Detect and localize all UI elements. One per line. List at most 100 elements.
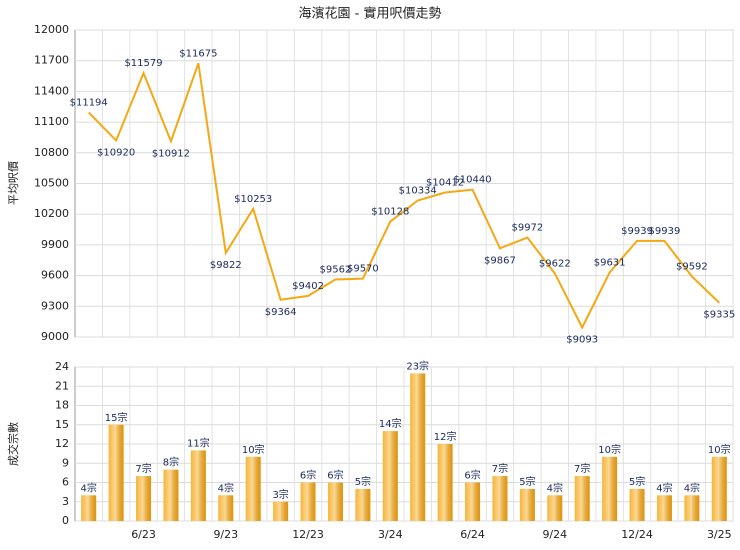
x-tick-label: 3/24 [378,528,403,541]
data-label: $9939 [621,226,653,237]
data-label: 5宗 [355,475,371,488]
bar-shine [190,450,206,521]
y-tick-label: 10200 [34,207,69,220]
data-label: 3宗 [272,488,288,501]
y-axis-label: 平均呎價 [6,161,20,205]
data-label: $9335 [703,310,735,321]
bar-shine [163,469,179,521]
y-tick-label: 12 [55,437,69,450]
data-label: $10128 [371,207,409,218]
x-tick-label: 6/23 [131,528,156,541]
bar-shine [684,495,700,521]
data-label: 12宗 [434,430,457,443]
y-tick-label: 9300 [41,299,69,312]
data-label: 4宗 [218,481,234,494]
y-tick-label: 11700 [34,54,69,67]
data-label: 7宗 [135,462,151,475]
bar-shine [410,373,426,521]
data-label: $9570 [347,264,379,275]
data-label: $10412 [426,178,464,189]
data-label: 23宗 [406,359,429,372]
data-label: 14宗 [379,417,402,430]
bar-shine [465,482,481,521]
data-label: $9622 [539,258,571,269]
y-tick-label: 18 [55,399,69,412]
x-tick-label: 6/24 [460,528,485,541]
data-label: 10宗 [598,443,621,456]
bar-shine [602,456,618,521]
y-tick-label: 3 [62,495,69,508]
bar-shine [437,444,453,521]
y-tick-label: 11400 [34,84,69,97]
y-tick-label: 9600 [41,269,69,282]
data-label: 7宗 [492,462,508,475]
chart-title: 海濱花園 - 實用呎價走勢 [299,6,442,22]
data-label: 7宗 [574,462,590,475]
data-label: $11194 [70,97,108,108]
y-tick-label: 21 [55,379,69,392]
data-label: 10宗 [242,443,265,456]
data-label: $9867 [484,255,516,266]
x-tick-label: 12/24 [621,528,653,541]
x-tick-label: 9/23 [213,528,238,541]
data-label: 6宗 [300,469,316,482]
bar-shine [382,431,398,521]
y-tick-label: 24 [55,360,69,373]
y-tick-label: 9 [62,456,69,469]
data-label: 8宗 [163,456,179,469]
data-label: $9402 [292,281,324,292]
bar-shine [492,476,508,521]
data-label: 6宗 [327,469,343,482]
data-label: $9631 [594,257,626,268]
data-label: $9972 [511,223,543,234]
bar-shine [327,482,343,521]
y-tick-label: 0 [62,514,69,527]
data-label: $9822 [210,260,242,271]
data-label: 4宗 [81,481,97,494]
y-tick-label: 9900 [41,238,69,251]
data-label: 5宗 [519,475,535,488]
bar-shine [245,456,261,521]
y-tick-label: 6 [62,476,69,489]
data-label: 4宗 [656,481,672,494]
bar-shine [547,495,563,521]
data-label: $9939 [649,226,681,237]
bar-shine [300,482,316,521]
data-label: 4宗 [684,481,700,494]
data-label: $11579 [124,58,162,69]
data-label: $10253 [234,194,272,205]
data-label: 11宗 [187,436,210,449]
y-tick-label: 12000 [34,23,69,36]
bar-shine [519,488,535,521]
y-tick-label: 15 [55,418,69,431]
data-label: $9364 [265,307,297,318]
bar-shine [355,488,371,521]
data-label: $11675 [179,48,217,59]
y-tick-label: 9000 [41,330,69,343]
x-tick-label: 3/25 [707,528,732,541]
bar-shine [711,456,727,521]
bar-shine [136,476,152,521]
y-tick-label: 11100 [34,115,69,128]
x-tick-label: 12/23 [292,528,324,541]
bar-shine [629,488,645,521]
data-label: 5宗 [629,475,645,488]
data-label: $9093 [566,334,598,345]
bar-shine [81,495,97,521]
data-label: $10920 [97,148,135,159]
bar-shine [656,495,672,521]
data-label: $10334 [399,185,437,196]
data-label: $9592 [676,261,708,272]
bar-shine [273,501,289,521]
y-tick-label: 10800 [34,146,69,159]
data-label: $9562 [320,264,352,275]
bar-shine [218,495,234,521]
line [87,62,720,330]
bar-shine [574,476,590,521]
data-label: 6宗 [464,469,480,482]
data-label: $10440 [453,175,491,186]
data-label: 15宗 [105,411,128,424]
y-axis-label: 成交宗數 [6,422,20,466]
data-label: $10912 [152,148,190,159]
